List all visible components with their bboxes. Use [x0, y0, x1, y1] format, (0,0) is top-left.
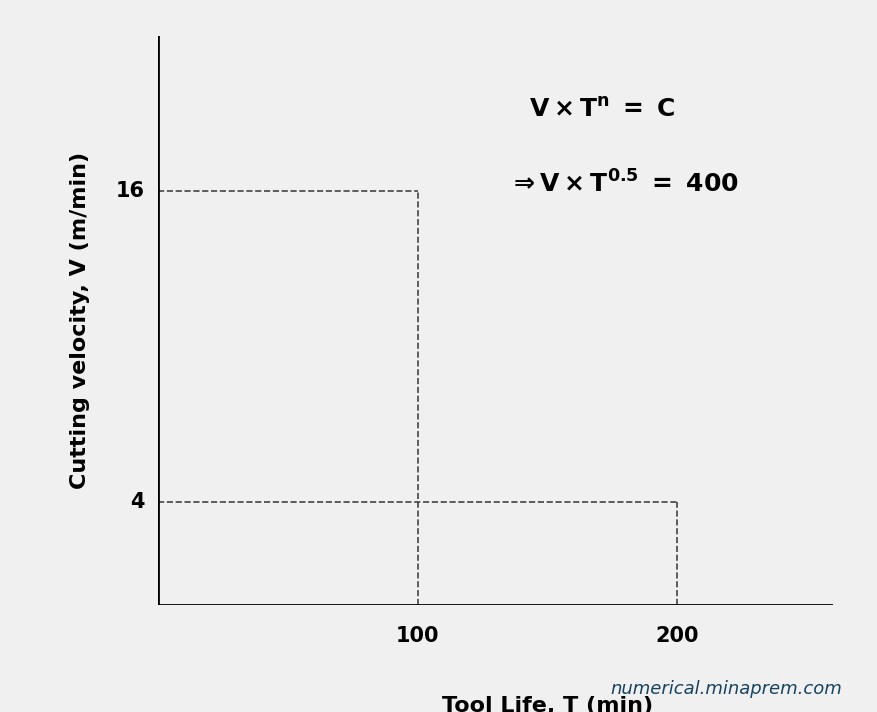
- Text: Cutting velocity, V (m/min): Cutting velocity, V (m/min): [70, 152, 90, 489]
- Text: 4: 4: [131, 492, 145, 512]
- Text: numerical.minaprem.com: numerical.minaprem.com: [610, 680, 842, 698]
- Text: $\mathbf{\Rightarrow V \times T^{0.5} \ = \ 400}$: $\mathbf{\Rightarrow V \times T^{0.5} \ …: [509, 170, 738, 197]
- Text: 200: 200: [656, 626, 699, 646]
- Text: $\mathbf{V \times T^n \ = \ C}$: $\mathbf{V \times T^n \ = \ C}$: [530, 98, 675, 122]
- Text: 16: 16: [116, 181, 145, 201]
- Text: 100: 100: [396, 626, 439, 646]
- Text: Tool Life, T (min): Tool Life, T (min): [442, 696, 653, 712]
